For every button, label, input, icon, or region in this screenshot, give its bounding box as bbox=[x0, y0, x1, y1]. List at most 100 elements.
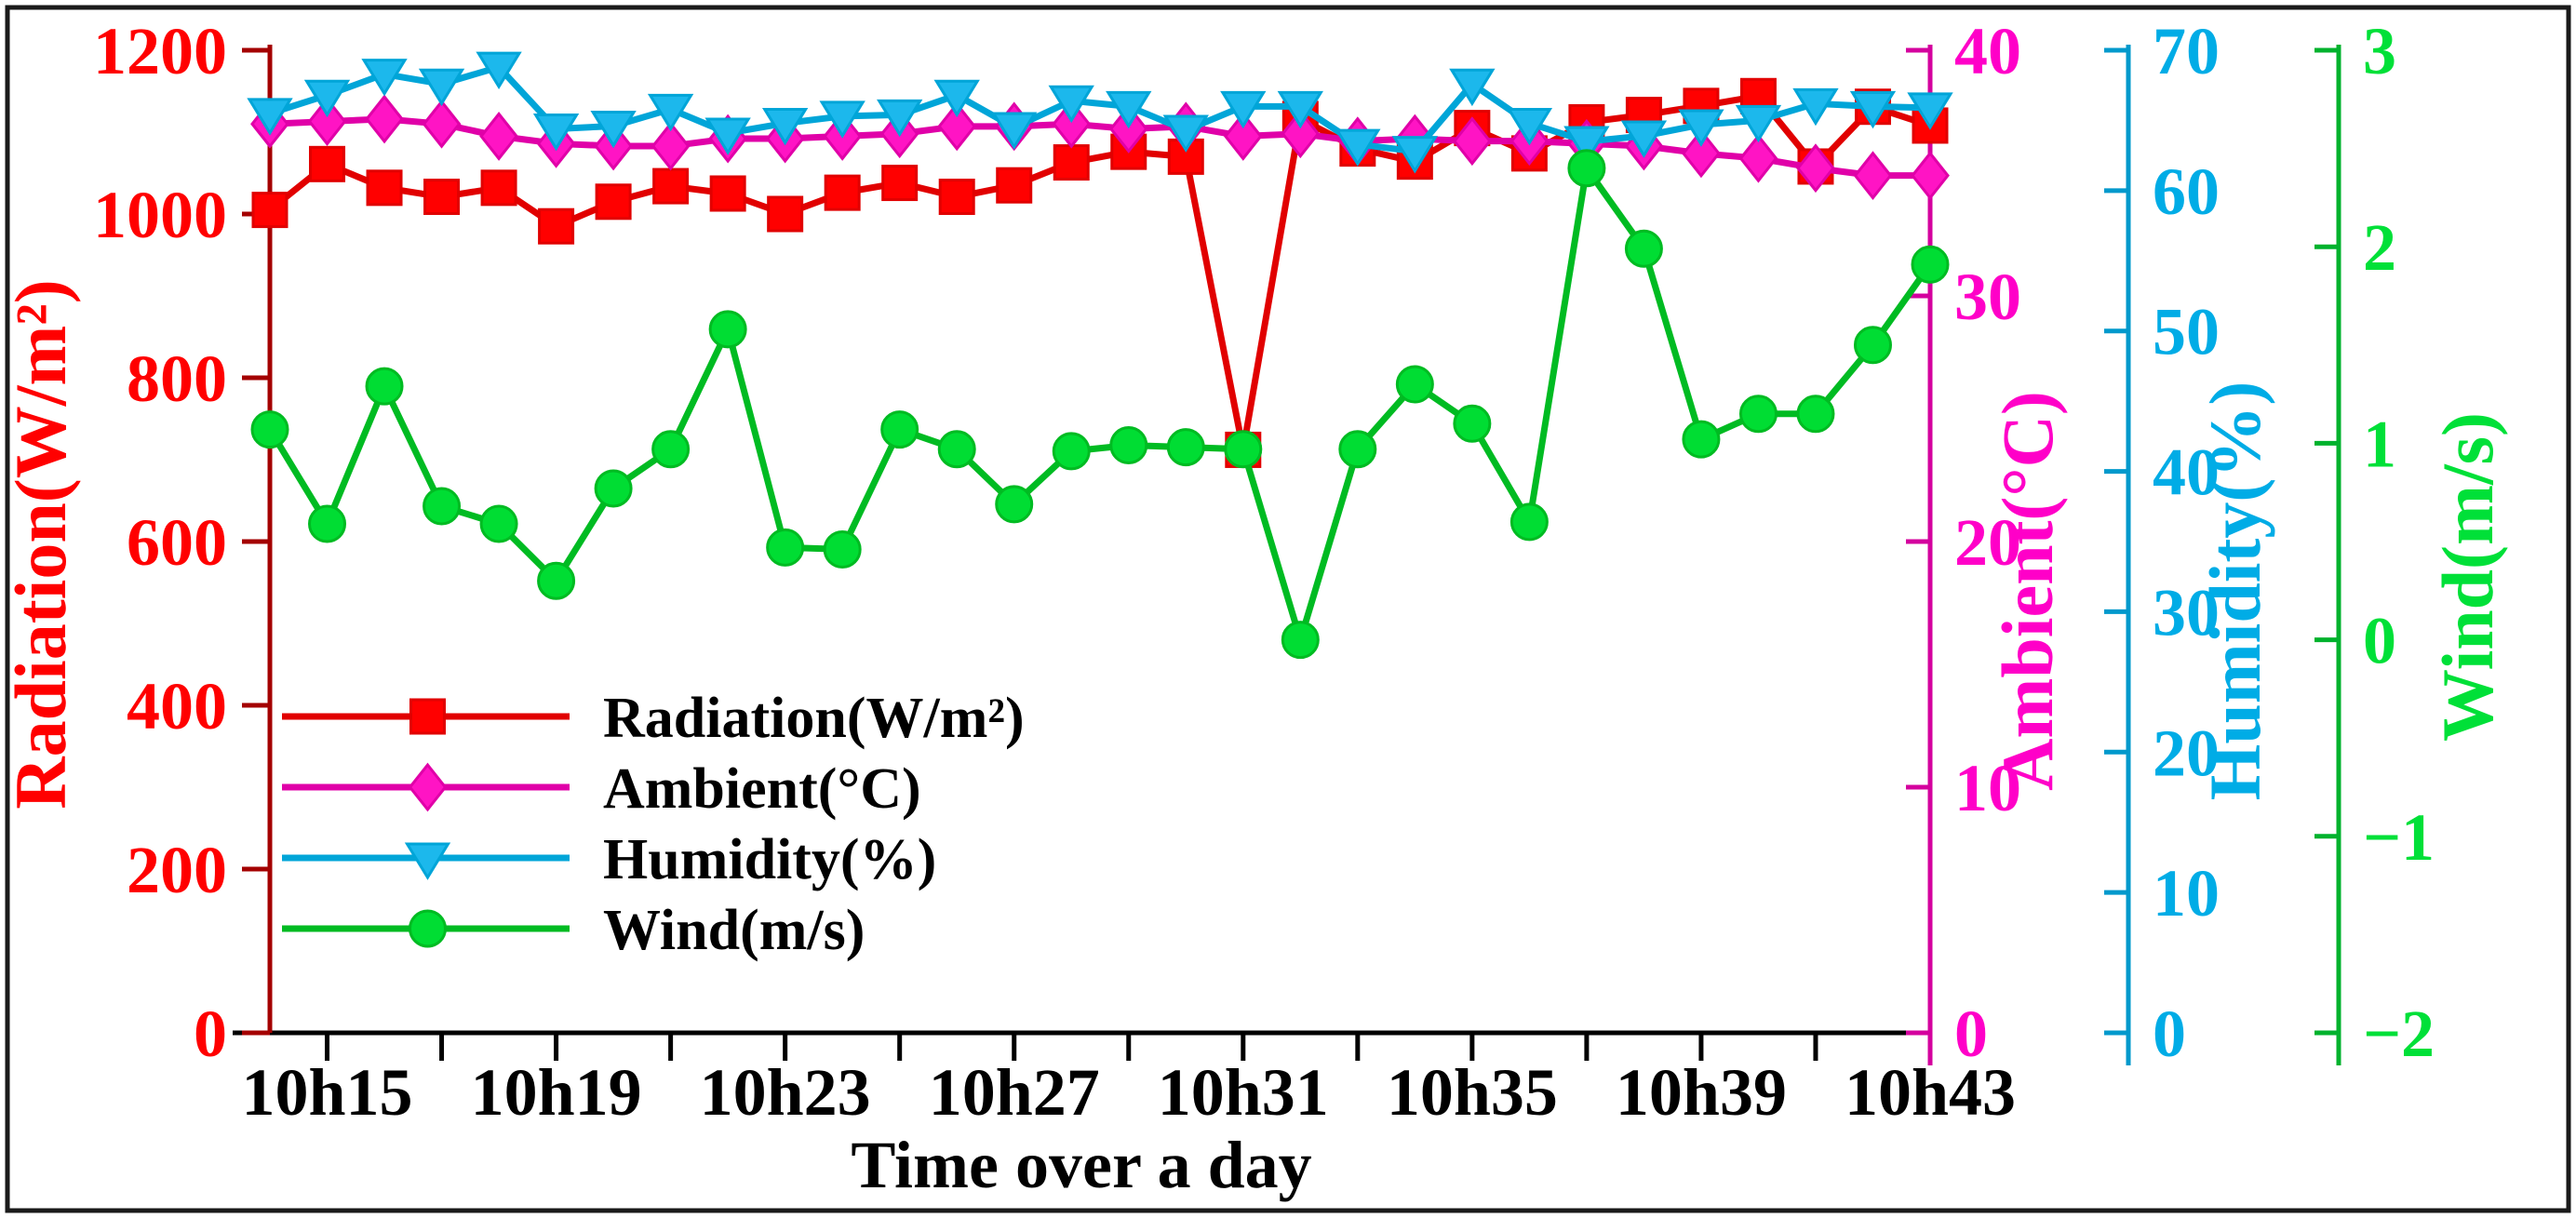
data-point-diamond bbox=[651, 121, 691, 171]
humidity-tick-label: 30 bbox=[2153, 575, 2220, 649]
data-point-triangle bbox=[819, 100, 865, 139]
data-point-circle bbox=[1796, 395, 1835, 434]
x-tick-label: 10h19 bbox=[471, 1055, 642, 1130]
radiation-tick-label: 800 bbox=[127, 341, 227, 416]
radiation-tick-label: 0 bbox=[194, 997, 227, 1071]
data-point-circle bbox=[880, 410, 919, 449]
data-point-circle bbox=[594, 469, 633, 508]
data-point-triangle bbox=[404, 842, 451, 880]
data-point-square bbox=[366, 169, 403, 207]
data-point-circle bbox=[823, 529, 862, 569]
wind-tick-label: 0 bbox=[2363, 604, 2396, 678]
x-tick-label: 10h27 bbox=[929, 1055, 1100, 1130]
data-point-circle bbox=[1453, 404, 1492, 443]
data-point-triangle bbox=[418, 68, 465, 107]
data-point-square bbox=[767, 195, 804, 233]
figure-border bbox=[5, 5, 2571, 1213]
data-point-circle bbox=[1853, 326, 1892, 365]
ambient-tick-label: 10 bbox=[1954, 751, 2021, 825]
data-point-triangle bbox=[247, 98, 293, 136]
data-point-triangle bbox=[1735, 104, 1782, 143]
ambient-tick-label: 30 bbox=[1954, 260, 2021, 334]
data-point-circle bbox=[708, 310, 747, 349]
data-point-square bbox=[938, 179, 975, 216]
data-point-square bbox=[480, 169, 517, 207]
ambient-tick-label: 0 bbox=[1954, 997, 1988, 1071]
data-point-circle bbox=[1224, 430, 1263, 469]
data-point-triangle bbox=[1792, 87, 1839, 127]
humidity-tick-label: 60 bbox=[2153, 154, 2220, 229]
humidity-tick-label: 40 bbox=[2153, 435, 2220, 510]
data-point-diamond bbox=[1738, 133, 1778, 183]
x-tick-label: 10h31 bbox=[1158, 1055, 1329, 1130]
data-point-triangle bbox=[1449, 68, 1496, 107]
ambient-axis-title: Ambient(°C) bbox=[1987, 391, 2068, 791]
data-point-circle bbox=[1567, 149, 1606, 188]
data-point-circle bbox=[1281, 621, 1320, 660]
data-point-triangle bbox=[1048, 85, 1094, 124]
data-point-square bbox=[409, 698, 446, 735]
data-point-triangle bbox=[532, 113, 580, 152]
legend-label: Radiation(W/m²) bbox=[603, 687, 1025, 750]
data-point-diamond bbox=[1911, 151, 1950, 201]
data-point-diamond bbox=[1052, 99, 1092, 149]
radiation-tick-label: 200 bbox=[127, 833, 227, 907]
data-point-circle bbox=[995, 485, 1034, 524]
data-point-triangle bbox=[761, 107, 809, 146]
data-point-square bbox=[824, 174, 861, 211]
data-point-circle bbox=[1395, 365, 1434, 404]
humidity-axis-title: Humidity(%) bbox=[2194, 381, 2275, 801]
data-point-triangle bbox=[991, 112, 1038, 150]
data-point-diamond bbox=[1853, 151, 1893, 201]
wind-tick-label: −2 bbox=[2363, 997, 2435, 1071]
data-point-triangle bbox=[877, 99, 923, 138]
data-point-square bbox=[309, 145, 346, 182]
data-point-circle bbox=[537, 561, 576, 600]
data-point-diamond bbox=[1108, 104, 1148, 154]
data-point-circle bbox=[409, 909, 447, 948]
data-point-square bbox=[595, 183, 632, 221]
data-point-circle bbox=[308, 504, 347, 543]
data-point-circle bbox=[1052, 432, 1091, 471]
data-point-diamond bbox=[1452, 116, 1492, 167]
data-point-diamond bbox=[1796, 143, 1835, 194]
data-point-triangle bbox=[1506, 107, 1553, 146]
wind-tick-label: 1 bbox=[2363, 407, 2396, 481]
ambient-tick-label: 40 bbox=[1954, 14, 2021, 88]
data-point-circle bbox=[1682, 420, 1721, 459]
data-point-diamond bbox=[1223, 111, 1263, 161]
data-point-circle bbox=[365, 367, 404, 406]
humidity-tick-label: 20 bbox=[2153, 716, 2220, 790]
data-point-circle bbox=[1624, 229, 1663, 268]
data-point-circle bbox=[937, 430, 976, 469]
wind-tick-label: −1 bbox=[2363, 800, 2435, 875]
legend-label: Wind(m/s) bbox=[603, 899, 865, 962]
data-point-circle bbox=[1509, 502, 1549, 542]
data-point-square bbox=[251, 192, 288, 229]
data-point-triangle bbox=[361, 59, 408, 97]
data-point-circle bbox=[1109, 426, 1148, 465]
data-point-triangle bbox=[303, 79, 351, 118]
data-point-triangle bbox=[1277, 90, 1323, 129]
data-point-square bbox=[881, 165, 919, 202]
data-point-triangle bbox=[933, 79, 980, 118]
data-point-triangle bbox=[476, 51, 522, 89]
x-tick-label: 10h35 bbox=[1387, 1055, 1558, 1130]
radiation-tick-label: 400 bbox=[127, 669, 227, 743]
data-point-diamond bbox=[937, 101, 977, 152]
data-point-square bbox=[996, 167, 1033, 204]
data-point-circle bbox=[766, 528, 805, 567]
data-point-triangle bbox=[1849, 90, 1897, 129]
x-tick-label: 10h23 bbox=[700, 1055, 871, 1130]
data-point-triangle bbox=[1220, 90, 1267, 129]
data-point-diamond bbox=[1682, 128, 1721, 179]
data-point-triangle bbox=[704, 117, 751, 155]
data-point-circle bbox=[1338, 430, 1377, 469]
data-point-diamond bbox=[365, 94, 404, 144]
radiation-axis-title: Radiation(W/m²) bbox=[0, 279, 81, 809]
legend-label: Ambient(°C) bbox=[603, 757, 921, 821]
data-point-triangle bbox=[1620, 120, 1668, 158]
x-tick-label: 10h15 bbox=[241, 1055, 412, 1130]
data-point-triangle bbox=[590, 110, 637, 149]
